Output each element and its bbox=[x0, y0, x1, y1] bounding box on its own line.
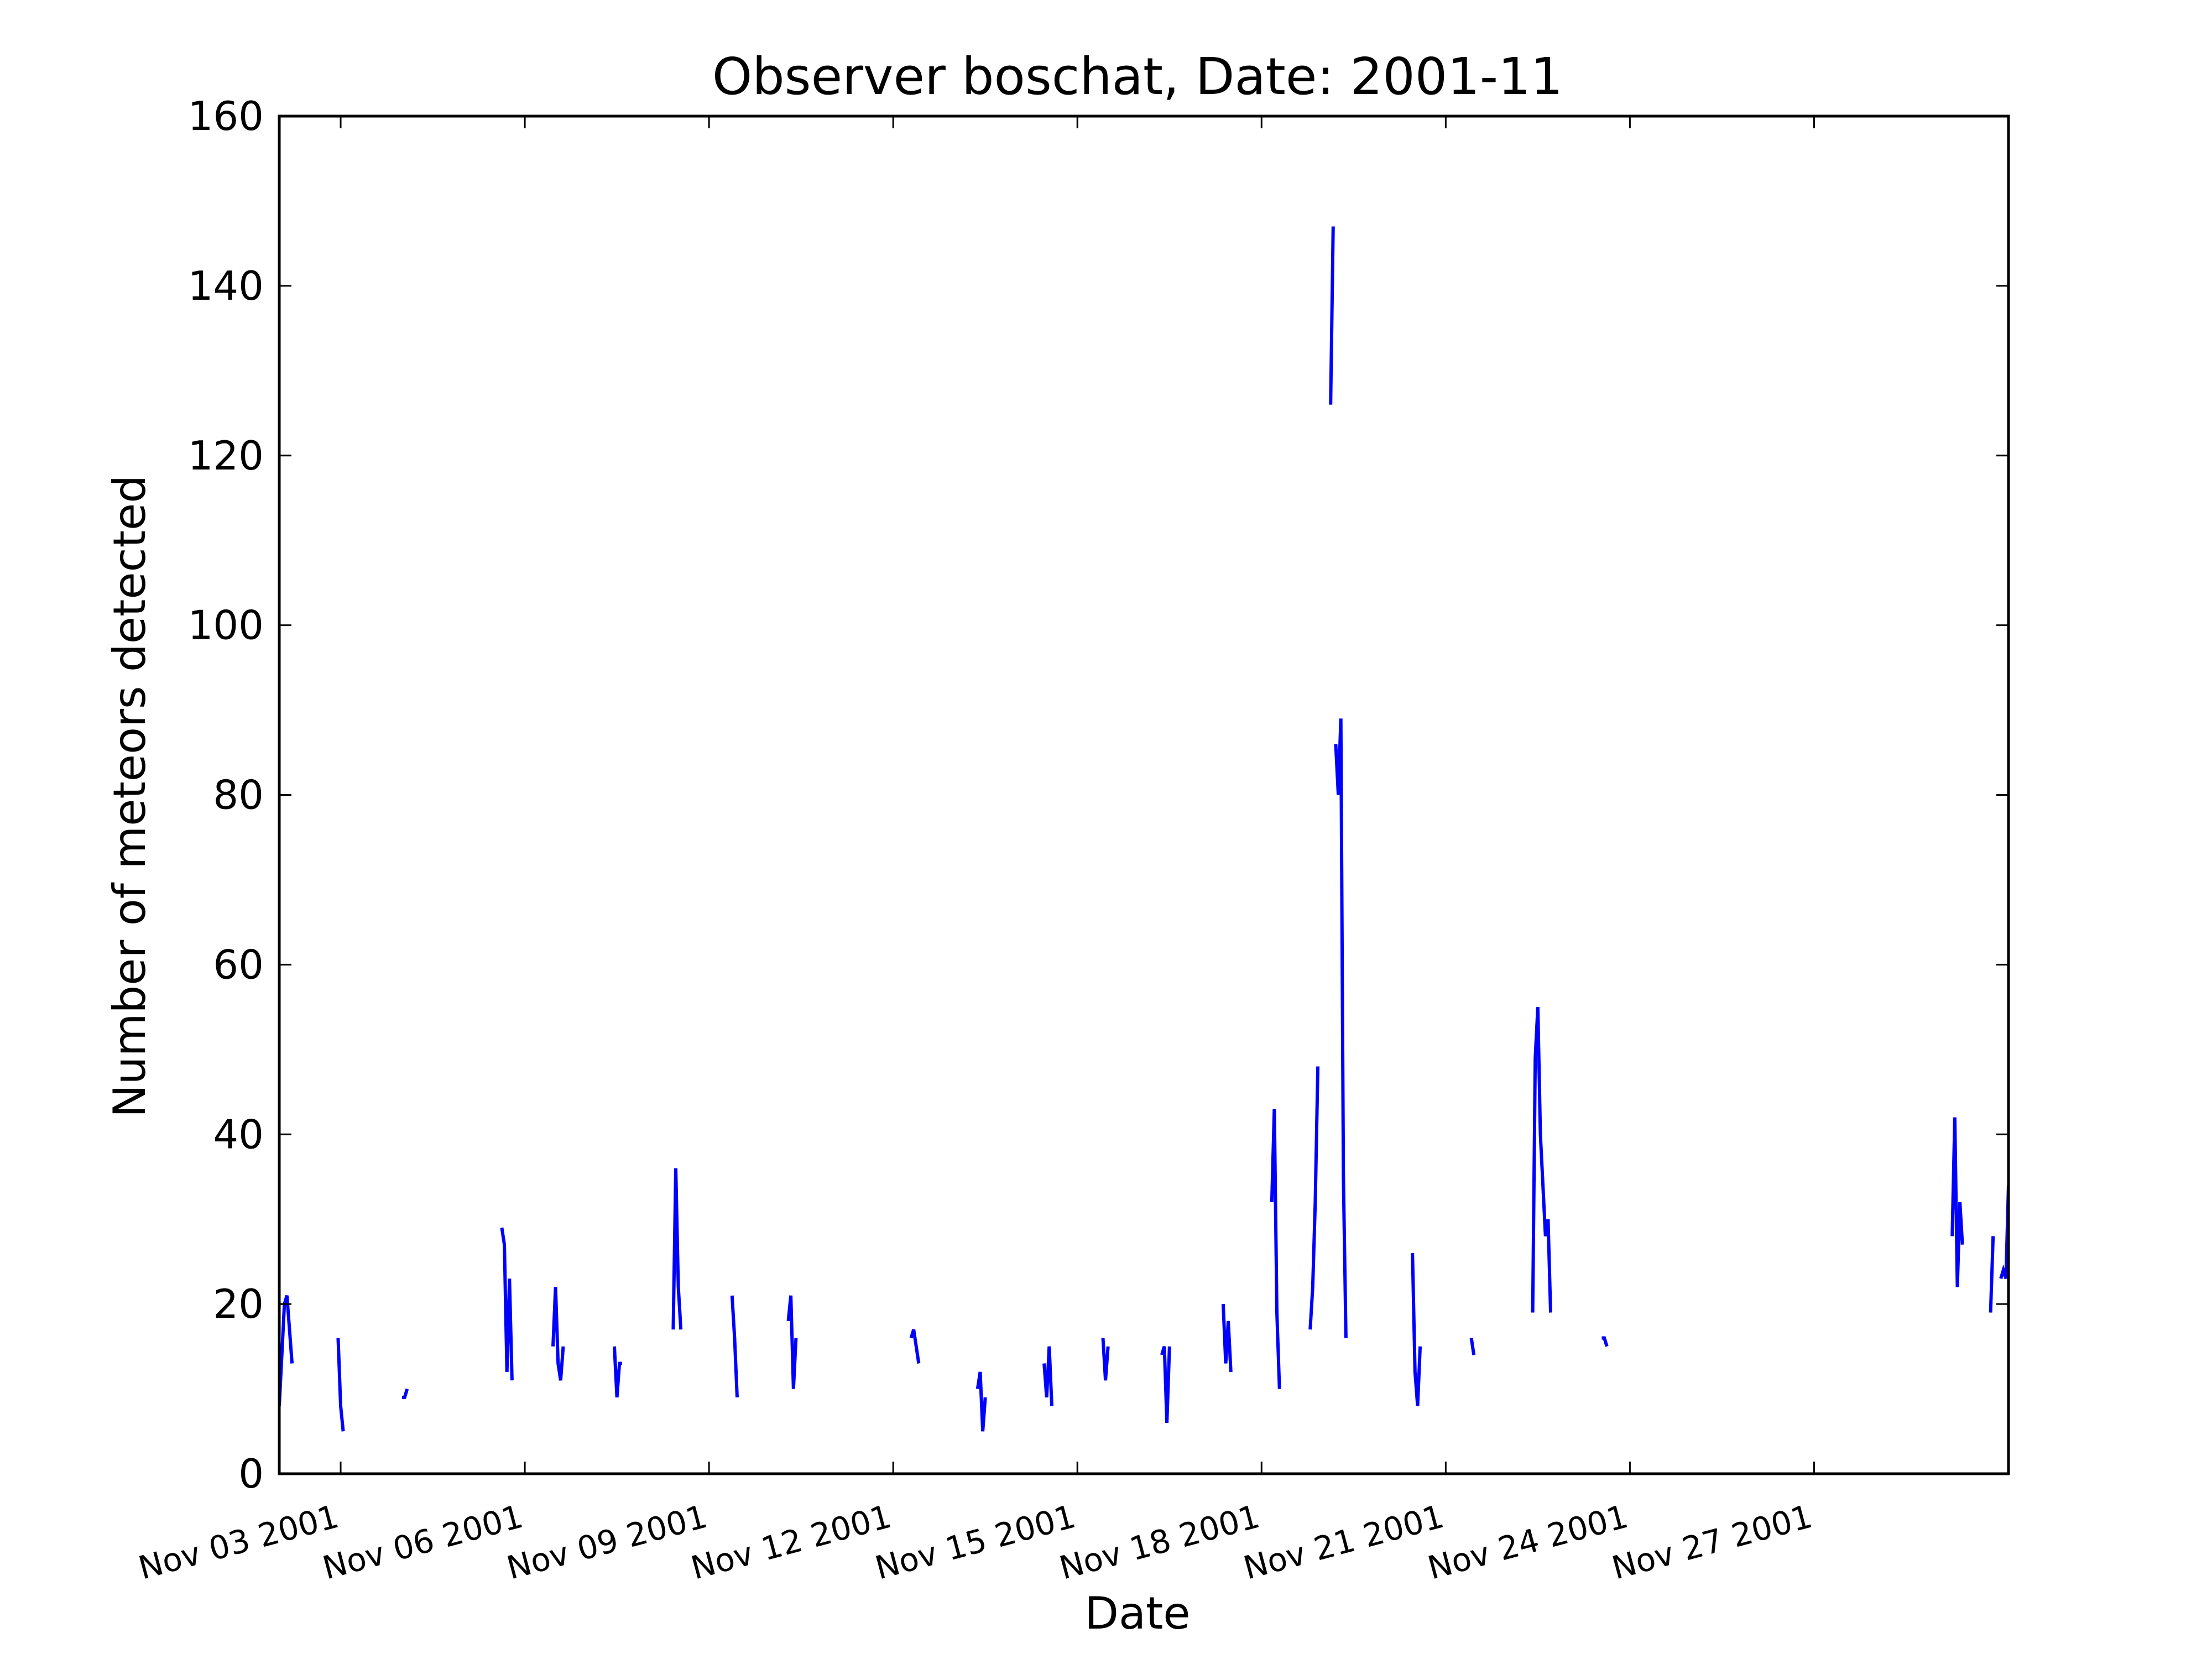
series-line-segment bbox=[1411, 1253, 1422, 1406]
y-tick-label: 120 bbox=[188, 432, 264, 479]
y-tick-label: 40 bbox=[213, 1111, 264, 1157]
y-tick-label: 60 bbox=[213, 941, 264, 988]
series-line-segment bbox=[336, 1338, 345, 1432]
y-axis-label: Number of meteors detected bbox=[104, 475, 155, 1118]
y-tick-label: 160 bbox=[188, 93, 264, 139]
y-tick-label: 0 bbox=[238, 1451, 264, 1497]
x-tick-label: Nov 18 2001 bbox=[1055, 1498, 1263, 1587]
x-tick-label: Nov 21 2001 bbox=[1240, 1498, 1448, 1587]
x-tick-label: Nov 03 2001 bbox=[134, 1498, 342, 1587]
series-line-segment bbox=[975, 1371, 987, 1432]
y-tick-label: 140 bbox=[188, 263, 264, 309]
series-line-segment bbox=[1469, 1338, 1476, 1355]
x-tick-label: Nov 27 2001 bbox=[1608, 1498, 1816, 1587]
x-axis-label: Date bbox=[1084, 1588, 1190, 1639]
series-line-segment bbox=[1270, 1109, 1281, 1389]
series-line-segment bbox=[1334, 718, 1348, 1338]
plot-area-frame bbox=[278, 114, 2010, 1475]
x-tick-label: Nov 24 2001 bbox=[1424, 1498, 1632, 1587]
series-line-segment bbox=[1160, 1345, 1171, 1423]
series-line-segment bbox=[1221, 1303, 1233, 1373]
series-line-segment bbox=[500, 1227, 514, 1381]
chart-title: Observer boschat, Date: 2001-11 bbox=[712, 47, 1563, 106]
y-tick-label: 20 bbox=[213, 1281, 264, 1327]
series-line-segment bbox=[551, 1287, 565, 1381]
series-line-segment bbox=[279, 1295, 294, 1406]
series-line-segment bbox=[1989, 1236, 1995, 1313]
series-line-segment bbox=[613, 1346, 622, 1398]
series-line-segment bbox=[1329, 226, 1335, 405]
x-tick-label: Nov 06 2001 bbox=[319, 1498, 526, 1587]
series-line-segment bbox=[1101, 1338, 1110, 1381]
x-tick-label: Nov 09 2001 bbox=[503, 1498, 711, 1587]
x-tick-label: Nov 12 2001 bbox=[687, 1498, 895, 1587]
series-line-segment bbox=[786, 1295, 798, 1389]
series-group bbox=[279, 226, 2008, 1432]
series-line-segment bbox=[671, 1168, 683, 1330]
series-line-segment bbox=[730, 1295, 739, 1398]
x-tick-label: Nov 15 2001 bbox=[871, 1498, 1079, 1587]
series-line-segment bbox=[909, 1329, 921, 1364]
y-tick-label: 100 bbox=[188, 602, 264, 649]
series-line-segment bbox=[1601, 1336, 1609, 1347]
series-line-segment bbox=[1950, 1117, 1964, 1287]
series-line-segment bbox=[1042, 1346, 1053, 1406]
series-line-segment bbox=[402, 1388, 409, 1399]
y-tick-label: 80 bbox=[213, 772, 264, 818]
series-line-segment bbox=[1308, 1066, 1320, 1330]
series-line-segment bbox=[1531, 1006, 1552, 1313]
